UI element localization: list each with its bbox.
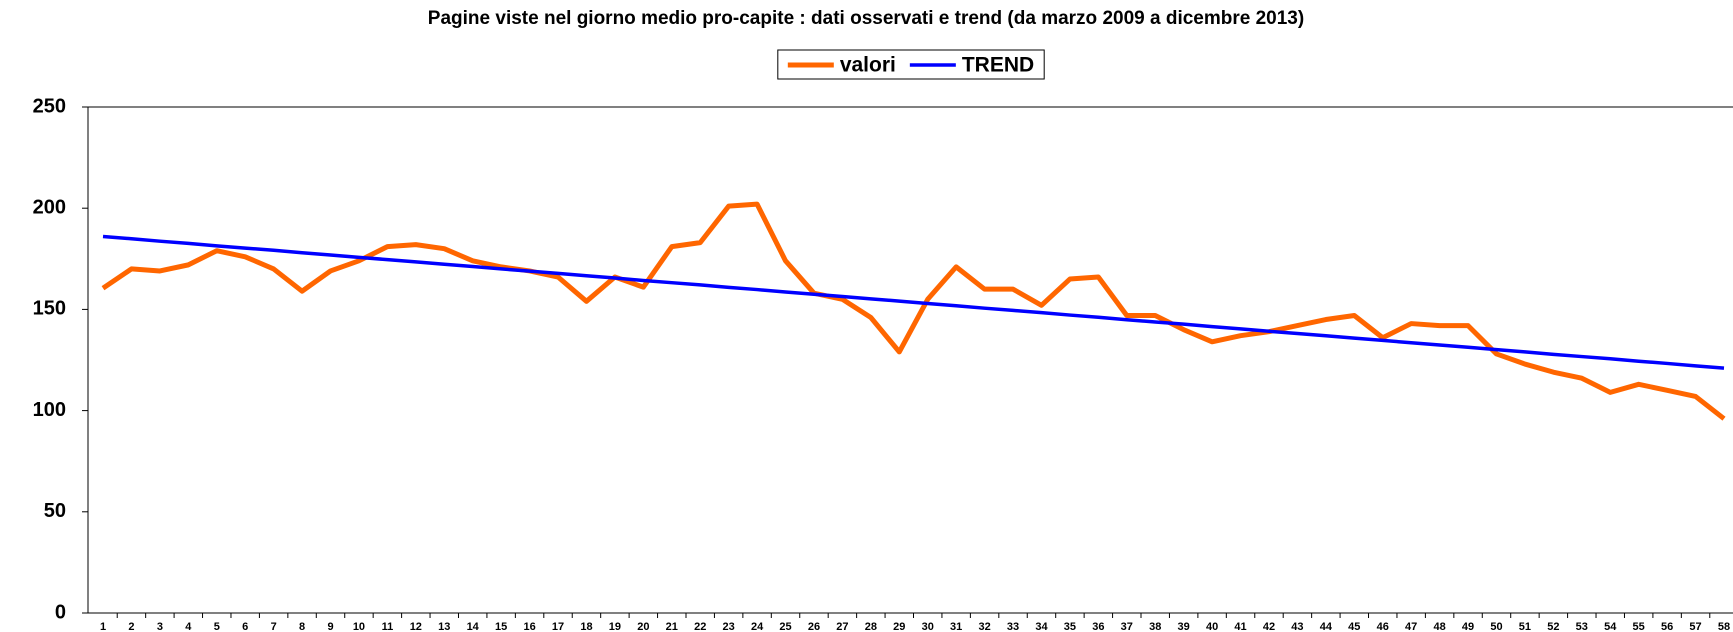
x-tick-label: 19: [609, 621, 621, 632]
x-tick-label: 36: [1092, 621, 1104, 632]
x-tick-label: 52: [1547, 621, 1559, 632]
x-tick-label: 18: [580, 621, 592, 632]
x-tick-label: 39: [1178, 621, 1190, 632]
x-tick-label: 25: [779, 621, 791, 632]
x-tick-label: 49: [1462, 621, 1474, 632]
y-tick-label: 150: [33, 298, 66, 320]
x-tick-label: 11: [382, 621, 394, 632]
series-line: [102, 234, 1725, 370]
series-line: [101, 201, 1726, 421]
x-tick-label: 21: [666, 621, 678, 632]
x-tick-label: 42: [1263, 621, 1275, 632]
x-tick-label: 40: [1206, 621, 1218, 632]
x-tick-label: 5: [214, 621, 220, 632]
x-tick-label: 3: [157, 621, 163, 632]
x-tick-label: 7: [271, 621, 277, 632]
y-tick-label: 0: [55, 601, 66, 623]
x-tick-label: 27: [836, 621, 848, 632]
legend-label: valori: [840, 54, 896, 77]
x-tick-label: 28: [865, 621, 877, 632]
x-tick-label: 14: [467, 621, 480, 632]
x-tick-label: 57: [1689, 621, 1701, 632]
x-tick-label: 20: [637, 621, 649, 632]
x-tick-label: 51: [1519, 621, 1531, 632]
x-tick-label: 15: [495, 621, 507, 632]
legend: valori TREND: [777, 49, 1045, 80]
x-tick-label: 44: [1320, 621, 1333, 632]
x-tick-label: 12: [410, 621, 422, 632]
x-tick-label: 53: [1576, 621, 1588, 632]
x-tick-label: 2: [128, 621, 134, 632]
x-tick-label: 23: [723, 621, 735, 632]
x-tick-label: 45: [1348, 621, 1360, 632]
x-tick-label: 8: [299, 621, 305, 632]
x-tick-label: 41: [1234, 621, 1246, 632]
x-tick-label: 29: [893, 621, 905, 632]
x-tick-label: 22: [694, 621, 706, 632]
x-tick-label: 30: [922, 621, 934, 632]
y-tick-label: 50: [44, 500, 66, 522]
x-tick-label: 10: [353, 621, 365, 632]
x-tick-label: 48: [1433, 621, 1445, 632]
x-tick-label: 35: [1064, 621, 1076, 632]
x-tick-label: 47: [1405, 621, 1417, 632]
x-tick-label: 33: [1007, 621, 1019, 632]
chart-title: Pagine viste nel giorno medio pro-capite…: [428, 8, 1304, 29]
x-tick-label: 37: [1121, 621, 1133, 632]
legend-label: TREND: [962, 54, 1034, 77]
x-tick-label: 32: [978, 621, 990, 632]
y-tick-label: 100: [33, 399, 66, 421]
x-tick-label: 46: [1377, 621, 1389, 632]
x-tick-label: 24: [751, 621, 764, 632]
x-tick-label: 17: [552, 621, 564, 632]
x-tick-label: 26: [808, 621, 820, 632]
x-tick-label: 31: [950, 621, 962, 632]
x-tick-label: 4: [185, 621, 192, 632]
x-tick-label: 58: [1718, 621, 1730, 632]
x-tick-label: 16: [523, 621, 535, 632]
x-tick-label: 1: [100, 621, 106, 632]
x-tick-label: 38: [1149, 621, 1161, 632]
x-tick-label: 54: [1604, 621, 1617, 632]
x-tick-label: 13: [438, 621, 450, 632]
x-tick-label: 43: [1291, 621, 1303, 632]
x-tick-label: 55: [1633, 621, 1645, 632]
x-tick-label: 6: [242, 621, 248, 632]
x-tick-label: 9: [327, 621, 333, 632]
x-tick-label: 34: [1035, 621, 1048, 632]
y-tick-label: 200: [33, 196, 66, 218]
y-tick-label: 250: [33, 95, 66, 117]
x-tick-label: 56: [1661, 621, 1673, 632]
x-tick-label: 50: [1490, 621, 1502, 632]
